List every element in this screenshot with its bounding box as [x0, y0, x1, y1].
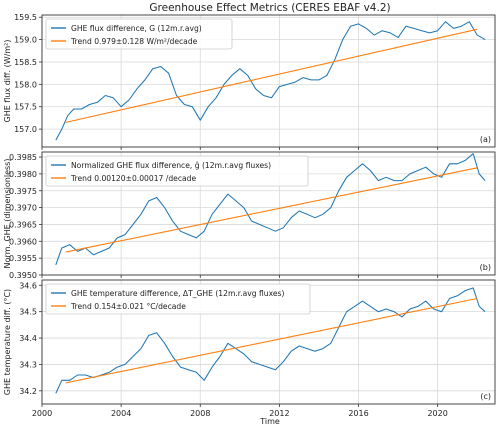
y-tick-label: 34.3 — [19, 360, 37, 369]
y-tick-label: 34.5 — [19, 308, 37, 317]
legend-label: Trend 0.979±0.128 W/m²/decade — [70, 37, 198, 46]
x-tick-label: 2016 — [348, 409, 368, 418]
plot-frame — [41, 14, 496, 148]
y-tick-label: 0.3970 — [9, 204, 37, 213]
legend-label: Trend 0.00120±0.00017 /decade — [70, 174, 196, 183]
y-tick-label: 0.3955 — [9, 254, 37, 263]
legend-box — [45, 283, 311, 315]
plot-frame — [41, 279, 496, 405]
panel-tag: (a) — [480, 135, 491, 144]
legend-label: Normalized GHE flux difference, ĝ (12m.r… — [71, 161, 271, 170]
y-tick-label: 158.5 — [14, 58, 37, 67]
x-tick-label: 2004 — [111, 409, 131, 418]
data-series-line — [55, 21, 486, 141]
y-axis-label: GHE temperature diff. (°C) — [3, 289, 12, 395]
x-tick-label: 2000 — [32, 409, 52, 418]
y-tick-label: 34.2 — [19, 387, 37, 396]
y-tick-label: 0.3960 — [9, 237, 37, 246]
panel-tag: (c) — [480, 392, 491, 401]
legend-box — [45, 155, 309, 187]
legend-label: GHE temperature difference, ΔT_GHE (12m.… — [71, 289, 284, 298]
plot-frame — [41, 151, 496, 276]
trend-line — [65, 167, 478, 253]
y-tick-label: 159.0 — [14, 36, 37, 45]
trend-line — [65, 297, 478, 384]
x-tick-label: 2008 — [190, 409, 210, 418]
panel-1: 157.0 157.5 158.0 158.5 159.0 159.5 GHE flux d… — [3, 13, 496, 150]
legend-box — [45, 18, 233, 50]
x-axis-label: Time — [259, 417, 280, 426]
panel-3: 34.2 34.3 34.4 34.5 34.6 2000 2004 2008 2012 2016… — [3, 279, 496, 418]
y-tick-label: 34.4 — [19, 334, 37, 343]
legend-label: GHE flux difference, G (12m.r.avg) — [71, 24, 202, 33]
x-tick-label: 2020 — [427, 409, 447, 418]
y-tick-label: 157.5 — [14, 103, 37, 112]
x-tick-label: 2012 — [269, 409, 289, 418]
data-series-line — [55, 287, 486, 394]
y-tick-label: 0.3975 — [9, 187, 37, 196]
y-axis-label: GHE flux diff. (W/m²) — [3, 40, 12, 123]
y-tick-label: 159.5 — [14, 13, 37, 22]
y-tick-label: 0.3985 — [9, 153, 37, 162]
data-series-line — [55, 153, 486, 266]
y-tick-label: 0.3965 — [9, 220, 37, 229]
y-tick-label: 158.0 — [14, 80, 37, 89]
chart-title: Greenhouse Effect Metrics (CERES EBAF v4… — [149, 2, 390, 14]
y-tick-label: 157.0 — [14, 125, 37, 134]
legend-label: Trend 0.154±0.021 °C/decade — [70, 302, 186, 311]
y-axis-label: Norm. GHE (dimensionless) — [3, 159, 12, 269]
y-tick-label: 34.6 — [19, 281, 37, 290]
panel-tag: (b) — [480, 263, 491, 272]
panel-2: 0.3950 0.3955 0.3960 0.3965 0.3970 0.3975 0.39… — [3, 151, 496, 280]
y-tick-label: 0.3980 — [9, 170, 37, 179]
y-tick-label: 0.3950 — [9, 271, 37, 280]
trend-line — [65, 28, 478, 123]
